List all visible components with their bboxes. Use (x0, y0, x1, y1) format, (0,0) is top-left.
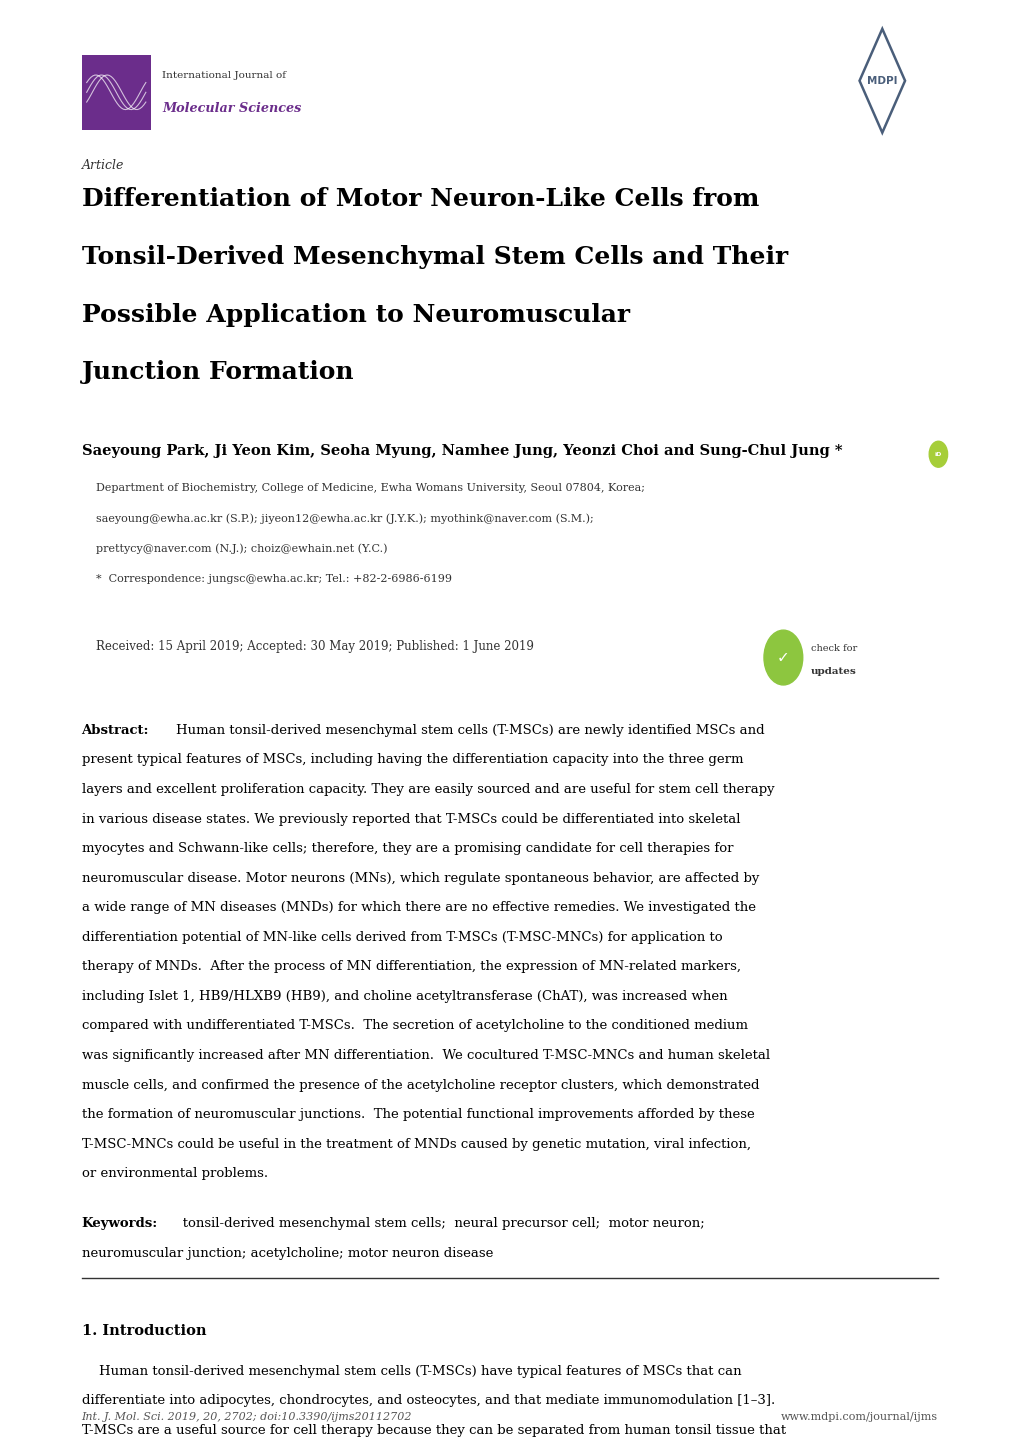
Text: therapy of MNDs.  After the process of MN differentiation, the expression of MN-: therapy of MNDs. After the process of MN… (82, 960, 740, 973)
Text: Human tonsil-derived mesenchymal stem cells (T-MSCs) have typical features of MS: Human tonsil-derived mesenchymal stem ce… (82, 1366, 741, 1379)
Text: check for: check for (810, 645, 856, 653)
Text: differentiate into adipocytes, chondrocytes, and osteocytes, and that mediate im: differentiate into adipocytes, chondrocy… (82, 1394, 774, 1407)
Text: T-MSC-MNCs could be useful in the treatment of MNDs caused by genetic mutation, : T-MSC-MNCs could be useful in the treatm… (82, 1138, 750, 1151)
Text: iD: iD (933, 451, 942, 457)
Text: International Journal of: International Journal of (162, 71, 286, 79)
Text: Molecular Sciences: Molecular Sciences (162, 102, 302, 115)
FancyBboxPatch shape (82, 55, 151, 130)
Text: 1. Introduction: 1. Introduction (82, 1325, 206, 1338)
Text: Differentiation of Motor Neuron-Like Cells from: Differentiation of Motor Neuron-Like Cel… (82, 187, 758, 212)
Text: tonsil-derived mesenchymal stem cells;  neural precursor cell;  motor neuron;: tonsil-derived mesenchymal stem cells; n… (170, 1217, 704, 1230)
Text: Article: Article (82, 159, 124, 172)
Circle shape (763, 630, 802, 685)
Text: MDPI: MDPI (866, 76, 897, 85)
Text: www.mdpi.com/journal/ijms: www.mdpi.com/journal/ijms (781, 1412, 937, 1422)
Text: including Islet 1, HB9/HLXB9 (HB9), and choline acetyltransferase (ChAT), was in: including Islet 1, HB9/HLXB9 (HB9), and … (82, 991, 727, 1004)
Text: Department of Biochemistry, College of Medicine, Ewha Womans University, Seoul 0: Department of Biochemistry, College of M… (96, 483, 644, 493)
Text: Int. J. Mol. Sci. 2019, 20, 2702; doi:10.3390/ijms20112702: Int. J. Mol. Sci. 2019, 20, 2702; doi:10… (82, 1412, 412, 1422)
Text: saeyoung@ewha.ac.kr (S.P.); jiyeon12@ewha.ac.kr (J.Y.K.); myothink@naver.com (S.: saeyoung@ewha.ac.kr (S.P.); jiyeon12@ewh… (96, 513, 593, 523)
Text: was significantly increased after MN differentiation.  We cocultured T-MSC-MNCs : was significantly increased after MN dif… (82, 1050, 769, 1063)
Text: muscle cells, and confirmed the presence of the acetylcholine receptor clusters,: muscle cells, and confirmed the presence… (82, 1079, 758, 1092)
Text: neuromuscular junction; acetylcholine; motor neuron disease: neuromuscular junction; acetylcholine; m… (82, 1246, 492, 1260)
Text: T-MSCs are a useful source for cell therapy because they can be separated from h: T-MSCs are a useful source for cell ther… (82, 1425, 785, 1438)
Text: Human tonsil-derived mesenchymal stem cells (T-MSCs) are newly identified MSCs a: Human tonsil-derived mesenchymal stem ce… (176, 724, 764, 737)
Text: present typical features of MSCs, including having the differentiation capacity : present typical features of MSCs, includ… (82, 754, 743, 767)
Text: neuromuscular disease. Motor neurons (MNs), which regulate spontaneous behavior,: neuromuscular disease. Motor neurons (MN… (82, 871, 758, 885)
Text: ✓: ✓ (776, 650, 789, 665)
Text: or environmental problems.: or environmental problems. (82, 1168, 267, 1181)
Text: prettycy@naver.com (N.J.); choiz@ewhain.net (Y.C.): prettycy@naver.com (N.J.); choiz@ewhain.… (96, 544, 387, 554)
Text: layers and excellent proliferation capacity. They are easily sourced and are use: layers and excellent proliferation capac… (82, 783, 773, 796)
Text: differentiation potential of MN-like cells derived from T-MSCs (T-MSC-MNCs) for : differentiation potential of MN-like cel… (82, 932, 721, 945)
Text: Abstract:: Abstract: (82, 724, 149, 737)
Text: *  Correspondence: jungsc@ewha.ac.kr; Tel.: +82-2-6986-6199: * Correspondence: jungsc@ewha.ac.kr; Tel… (96, 574, 451, 584)
Polygon shape (859, 29, 904, 133)
Text: Tonsil-Derived Mesenchymal Stem Cells and Their: Tonsil-Derived Mesenchymal Stem Cells an… (82, 245, 787, 270)
Text: Possible Application to Neuromuscular: Possible Application to Neuromuscular (82, 303, 629, 327)
Text: compared with undifferentiated T-MSCs.  The secretion of acetylcholine to the co: compared with undifferentiated T-MSCs. T… (82, 1019, 747, 1032)
Text: Junction Formation: Junction Formation (82, 360, 354, 385)
Text: a wide range of MN diseases (MNDs) for which there are no effective remedies. We: a wide range of MN diseases (MNDs) for w… (82, 901, 755, 914)
Text: in various disease states. We previously reported that T-MSCs could be different: in various disease states. We previously… (82, 813, 740, 826)
Text: myocytes and Schwann-like cells; therefore, they are a promising candidate for c: myocytes and Schwann-like cells; therefo… (82, 842, 733, 855)
Text: Keywords:: Keywords: (82, 1217, 158, 1230)
Circle shape (928, 441, 947, 467)
Text: updates: updates (810, 668, 856, 676)
Text: Received: 15 April 2019; Accepted: 30 May 2019; Published: 1 June 2019: Received: 15 April 2019; Accepted: 30 Ma… (96, 640, 533, 653)
Text: Saeyoung Park, Ji Yeon Kim, Seoha Myung, Namhee Jung, Yeonzi Choi and Sung-Chul : Saeyoung Park, Ji Yeon Kim, Seoha Myung,… (82, 444, 842, 459)
Text: the formation of neuromuscular junctions.  The potential functional improvements: the formation of neuromuscular junctions… (82, 1109, 754, 1122)
